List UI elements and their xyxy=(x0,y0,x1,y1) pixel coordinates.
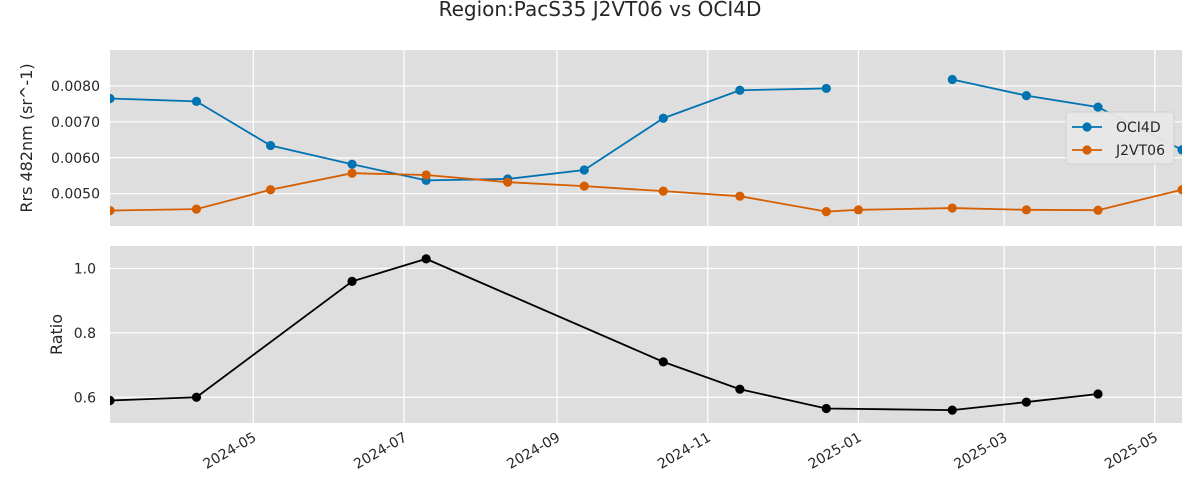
data-point-oci4d xyxy=(735,85,745,95)
y-tick-label: 0.0050 xyxy=(51,187,100,203)
series-line-ratio xyxy=(110,257,1099,412)
data-point-ratio xyxy=(947,405,957,415)
series-line-oci4d xyxy=(110,87,827,182)
data-layer xyxy=(110,254,1103,415)
data-point-j2vt06 xyxy=(735,191,745,201)
x-tick-label: 2025-05 xyxy=(1102,430,1161,473)
data-point-oci4d xyxy=(579,165,589,175)
data-point-ratio xyxy=(1021,397,1031,407)
legend-box xyxy=(1065,111,1175,165)
data-point-ratio xyxy=(821,403,831,414)
chart-title: Region:PacS35 J2VT06 vs OCI4D xyxy=(439,0,762,21)
data-point-j2vt06 xyxy=(579,181,589,191)
x-tick-label: 2024-07 xyxy=(351,430,410,473)
x-tick-label: 2024-09 xyxy=(504,430,563,473)
plot-area xyxy=(110,50,1182,226)
data-point-oci4d xyxy=(947,74,957,85)
data-point-oci4d xyxy=(110,93,115,104)
legend-label: OCI4D xyxy=(1116,120,1161,136)
data-point-oci4d xyxy=(191,96,202,106)
data-point-ratio xyxy=(658,357,668,367)
legend-label: J2VT06 xyxy=(1115,143,1165,159)
data-point-oci4d xyxy=(347,159,357,169)
legend: OCI4D J2VT06 xyxy=(1065,111,1175,165)
top-panel: 0.0050 0.0060 0.0070 0.0080 Rrs 482nm (sr^-1… xyxy=(17,50,1182,226)
data-point-oci4d xyxy=(658,113,668,123)
data-point-j2vt06 xyxy=(1021,205,1031,215)
data-point-ratio xyxy=(191,392,202,402)
data-point-ratio xyxy=(110,395,115,406)
data-point-j2vt06 xyxy=(110,205,115,216)
x-tick-label: 2024-11 xyxy=(655,430,714,473)
y-tick-label: 0.6 xyxy=(74,390,96,406)
data-point-j2vt06 xyxy=(421,170,431,180)
y-tick-label: 0.0070 xyxy=(51,115,100,131)
legend-marker xyxy=(1082,122,1092,132)
y-tick-label: 0.0080 xyxy=(51,79,100,95)
data-point-ratio xyxy=(347,276,357,286)
data-point-j2vt06 xyxy=(191,204,202,214)
x-tick-label: 2025-03 xyxy=(951,430,1010,473)
data-point-j2vt06 xyxy=(265,185,276,195)
data-point-oci4d xyxy=(1177,145,1182,155)
y-tick-label: 1.0 xyxy=(74,262,96,278)
data-point-j2vt06 xyxy=(347,168,357,178)
data-point-ratio xyxy=(1093,389,1103,399)
data-point-j2vt06 xyxy=(503,177,513,187)
data-point-j2vt06 xyxy=(947,203,957,213)
data-point-j2vt06 xyxy=(1093,205,1103,215)
y-tick-label: 0.0060 xyxy=(51,151,100,167)
data-point-j2vt06 xyxy=(821,207,831,217)
legend-marker xyxy=(1082,145,1092,155)
data-point-j2vt06 xyxy=(1177,185,1182,195)
plot-area xyxy=(110,246,1182,423)
data-point-ratio xyxy=(421,254,431,264)
x-tick-label: 2024-05 xyxy=(201,430,260,473)
bottom-panel: 0.6 0.8 1.0 Ratio 2024-05 2024-07 2024-09 2024-… xyxy=(47,246,1182,473)
data-point-oci4d xyxy=(821,83,831,94)
y-axis-label: Rrs 482nm (sr^-1) xyxy=(17,63,36,212)
data-point-oci4d xyxy=(1021,91,1031,101)
data-point-oci4d xyxy=(1093,102,1103,112)
y-axis-label: Ratio xyxy=(47,314,66,355)
data-point-j2vt06 xyxy=(658,186,668,196)
y-tick-label: 0.8 xyxy=(74,326,96,342)
x-tick-label: 2025-01 xyxy=(806,430,865,473)
data-point-j2vt06 xyxy=(853,205,864,215)
data-point-oci4d xyxy=(265,140,276,151)
data-point-ratio xyxy=(735,384,745,394)
